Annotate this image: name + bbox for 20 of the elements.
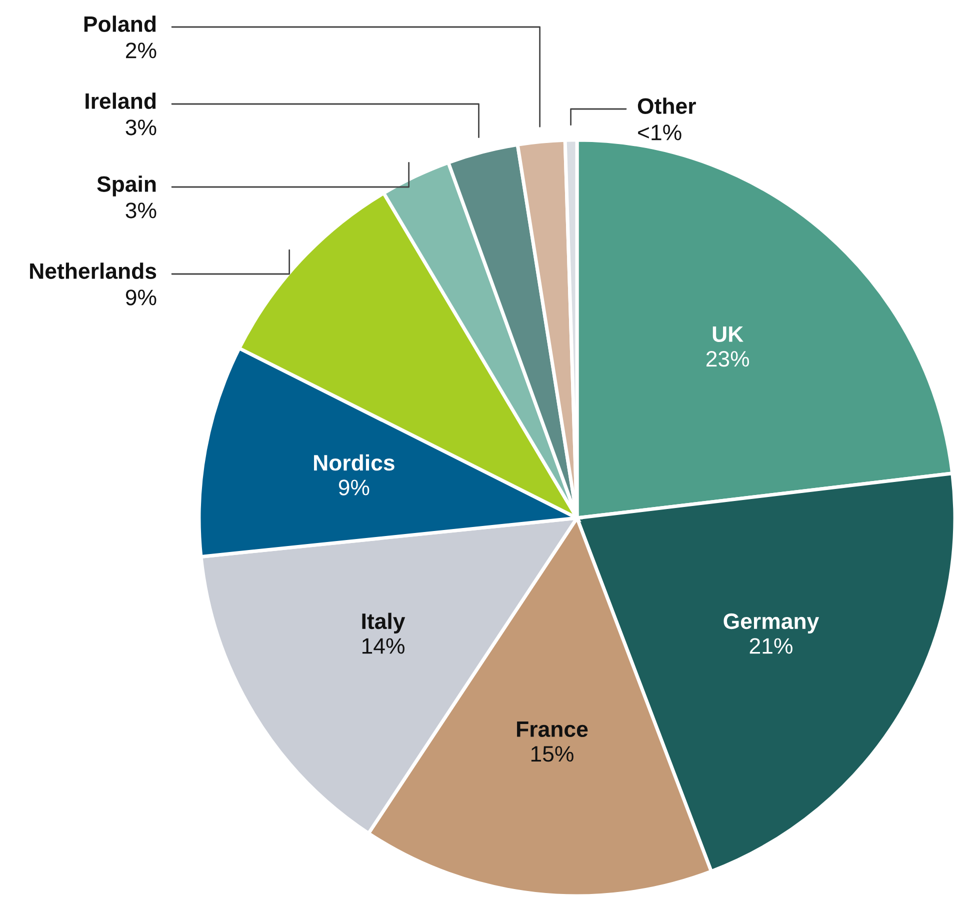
data-label: 3% xyxy=(126,202,156,218)
data-label: 15% xyxy=(531,746,574,762)
slice-label: France xyxy=(517,722,588,738)
data-label: 21% xyxy=(750,638,792,654)
data-label: 3% xyxy=(126,120,156,136)
slice-label: UK xyxy=(712,326,744,342)
slice-label: Poland xyxy=(84,16,156,32)
slice-label: Other xyxy=(638,98,696,114)
data-label: 9% xyxy=(126,290,156,306)
data-label: 23% xyxy=(706,351,750,367)
slice-label: Ireland xyxy=(86,92,156,109)
slice-label: Germany xyxy=(724,613,820,634)
data-label: 2% xyxy=(126,42,156,58)
data-label: <1% xyxy=(638,124,682,140)
slice-label: Italy xyxy=(362,612,406,634)
data-label: 9% xyxy=(338,480,370,496)
slice-label: Nordics xyxy=(314,454,394,471)
slice-label: Spain xyxy=(97,176,156,196)
data-label: 14% xyxy=(362,638,404,654)
slice-label: Netherlands xyxy=(30,262,156,279)
